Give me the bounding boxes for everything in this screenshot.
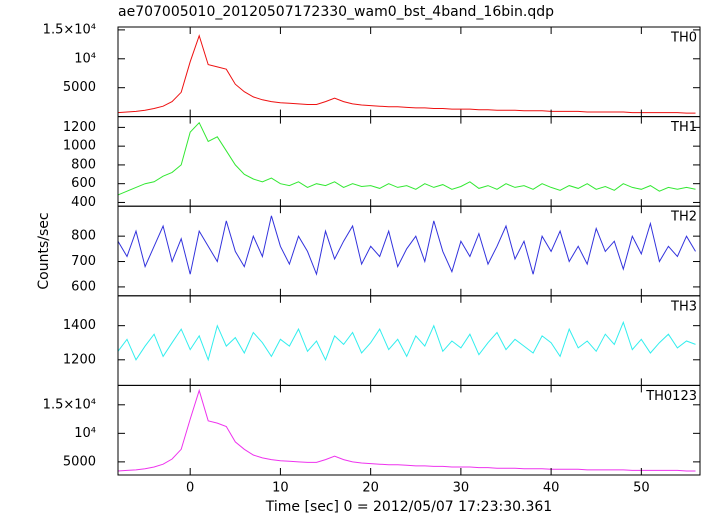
panel-label: TH2 <box>670 210 697 225</box>
x-tick-label: 30 <box>453 481 470 496</box>
y-tick-label: 10⁴ <box>74 426 96 441</box>
y-tick-label: 600 <box>71 279 96 294</box>
y-tick-label: 1200 <box>63 120 96 135</box>
panel-frame <box>117 295 701 386</box>
panel-label: TH1 <box>670 120 697 135</box>
x-axis-label: Time [sec] 0 = 2012/05/07 17:23:30.361 <box>265 499 552 515</box>
y-tick-label: 1400 <box>63 318 96 333</box>
x-tick-label: 20 <box>362 481 379 496</box>
light-curve <box>117 121 696 196</box>
y-tick-label: 800 <box>71 157 96 172</box>
panel-label: TH0123 <box>645 389 697 404</box>
x-tick-label: 10 <box>272 481 289 496</box>
y-tick-label: 5000 <box>63 454 96 469</box>
y-tick-label: 1.5×10⁴ <box>43 22 96 37</box>
panel-frame <box>117 116 701 207</box>
y-tick-label: 600 <box>71 176 96 191</box>
light-curve <box>117 320 696 362</box>
y-tick-label: 10⁴ <box>74 51 96 66</box>
y-tick-label: 1200 <box>63 352 96 367</box>
y-tick-label: 1.5×10⁴ <box>43 397 96 412</box>
light-curve <box>117 215 696 276</box>
x-tick-label: 50 <box>633 481 650 496</box>
y-tick-label: 800 <box>71 229 96 244</box>
panel-frame <box>117 205 701 297</box>
y-tick-label: 700 <box>71 254 96 269</box>
x-tick-label: 0 <box>186 481 194 496</box>
y-tick-label: 1000 <box>63 139 96 154</box>
panel-frame <box>117 26 701 118</box>
y-tick-label: 400 <box>71 195 96 210</box>
x-tick-label: 40 <box>543 481 560 496</box>
panel-frame <box>117 384 701 476</box>
y-axis-label: Counts/sec <box>36 212 52 289</box>
light-curve <box>117 34 696 114</box>
panel-label: TH3 <box>670 299 697 314</box>
y-tick-label: 5000 <box>63 80 96 95</box>
panel-label: TH0 <box>670 31 697 46</box>
light-curve <box>117 388 696 472</box>
chart-title: ae707005010_20120507172330_wam0_bst_4ban… <box>118 4 554 20</box>
